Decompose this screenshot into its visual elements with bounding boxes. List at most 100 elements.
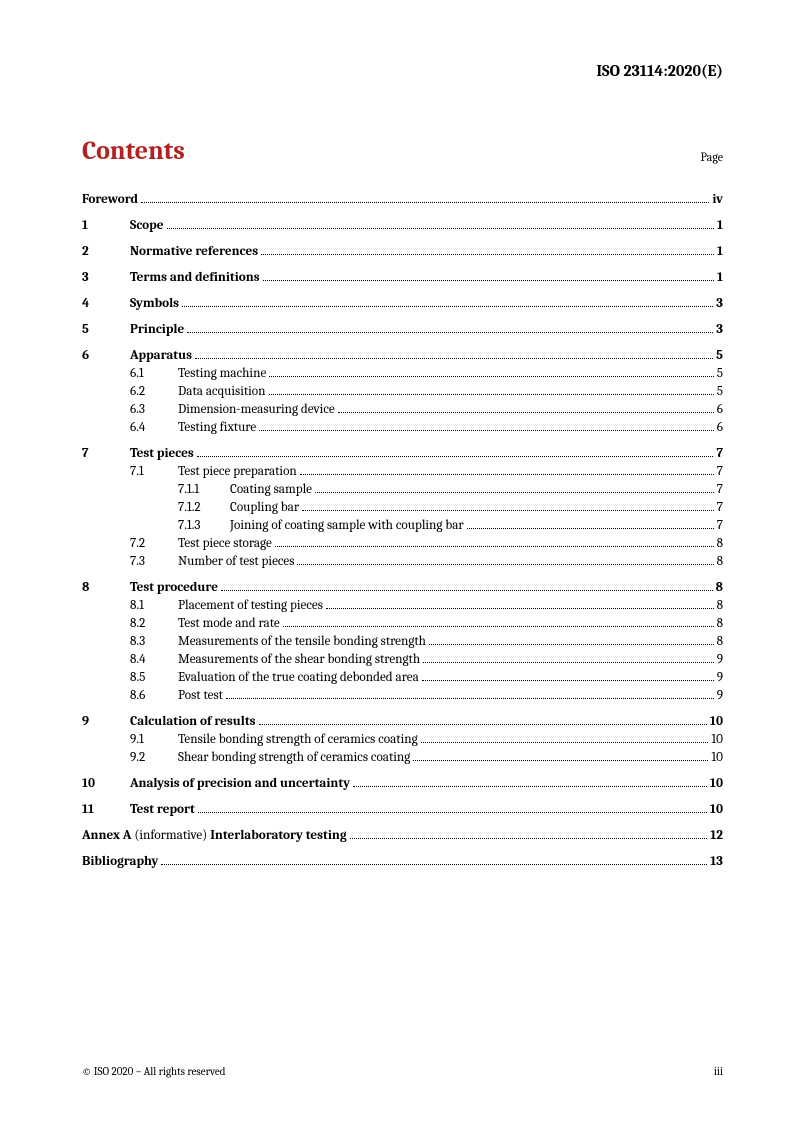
document-id: ISO 23114:2020(E) [82,62,723,80]
toc-group-gap [82,262,723,270]
toc-leader [429,634,714,645]
toc-leader [269,366,713,377]
toc-entry: 8Test procedure8 [82,580,723,597]
toc-number: 8.1 [130,598,178,615]
toc-number: 10 [82,776,130,793]
toc-number: 6.4 [130,420,178,437]
toc-leader [187,322,713,333]
toc-entry: Bibliography13 [82,854,723,871]
toc-title: Apparatus [130,348,192,365]
toc-title: Test mode and rate [178,616,280,633]
toc-number: 7.2 [130,536,178,553]
toc-title: Tensile bonding strength of ceramics coa… [178,732,418,749]
toc-title: Post test [178,688,223,705]
toc-page: 6 [717,420,723,437]
toc-number: 7.3 [130,554,178,571]
toc-leader [182,296,713,307]
toc-entry: 6.1Testing machine5 [82,366,723,383]
toc-group-gap [82,210,723,218]
toc-title: Scope [130,218,164,235]
toc-entry: Annex A (informative) Interlaboratory te… [82,828,723,845]
title-row: Contents Page [82,136,723,166]
toc-leader [226,688,714,699]
toc-leader [261,244,714,255]
toc-entry: 8.5Evaluation of the true coating debond… [82,670,723,687]
toc-entry: 7.1.1Coating sample7 [82,482,723,499]
toc-title: Number of test pieces [178,554,294,571]
toc-number: 7 [82,446,130,463]
toc-number: 8.5 [130,670,178,687]
toc-page: 9 [717,652,723,669]
toc-entry: 7Test pieces7 [82,446,723,463]
toc-page: 8 [717,634,723,651]
toc-page: iv [712,192,723,209]
toc-number: 3 [82,270,130,287]
page-column-label: Page [701,150,723,164]
toc-title: Measurements of the tensile bonding stre… [178,634,426,651]
toc-title: Placement of testing pieces [178,598,323,615]
toc-number: 9.2 [130,750,178,767]
toc-leader [221,580,713,591]
toc-group-gap [82,340,723,348]
toc-leader [315,482,714,493]
toc-number: 6.3 [130,402,178,419]
toc-page: 10 [710,802,723,819]
toc-page: 7 [717,500,723,517]
toc-entry: 9.1Tensile bonding strength of ceramics … [82,732,723,749]
toc-page: 7 [717,518,723,535]
toc-leader [350,828,708,839]
toc-title: Shear bonding strength of ceramics coati… [178,750,410,767]
toc-entry: 5Principle3 [82,322,723,339]
toc-title: Terms and definitions [130,270,260,287]
toc-number: 1 [82,218,130,235]
toc-number: 7.1 [130,464,178,481]
toc-number: 8 [82,580,130,597]
toc-page: 6 [717,402,723,419]
toc-leader [259,714,707,725]
toc-leader [275,536,714,547]
toc-number: 9 [82,714,130,731]
toc-leader [197,446,714,457]
toc-title: Coupling bar [230,500,299,517]
toc-title: Annex A (informative) Interlaboratory te… [82,828,347,845]
toc-page: 7 [717,482,723,499]
toc-page: 8 [717,554,723,571]
toc-page: 3 [716,296,723,313]
toc-page: 5 [717,384,723,401]
toc-page: 5 [717,366,723,383]
toc-number: 11 [82,802,130,819]
toc-number: 7.1.3 [178,518,230,535]
toc-number: 4 [82,296,130,313]
toc-number: 6.2 [130,384,178,401]
toc-entry: 8.6Post test9 [82,688,723,705]
toc-number: 6 [82,348,130,365]
toc-title: Evaluation of the true coating debonded … [178,670,419,687]
toc-leader [422,670,714,681]
toc-entry: 7.1.3Joining of coating sample with coup… [82,518,723,535]
toc-leader [297,554,713,565]
toc-page: 7 [717,464,723,481]
toc-entry: 10Analysis of precision and uncertainty1… [82,776,723,793]
toc-number: 8.2 [130,616,178,633]
toc-leader [167,218,714,229]
toc-group-gap [82,314,723,322]
toc-title: Test piece preparation [178,464,297,481]
contents-heading: Contents [82,136,185,166]
toc-entry: 7.2Test piece storage8 [82,536,723,553]
toc-page: 1 [717,270,723,287]
toc-leader [338,402,714,413]
toc-group-gap [82,438,723,446]
toc-leader [353,776,707,787]
toc-number: 7.1.2 [178,500,230,517]
toc-page: 10 [711,732,723,749]
toc-entry: 11Test report10 [82,802,723,819]
toc-group-gap [82,846,723,854]
toc-group-gap [82,820,723,828]
toc-title: Analysis of precision and uncertainty [130,776,350,793]
toc-leader [198,802,707,813]
toc-title: Testing machine [178,366,266,383]
toc-page: 9 [717,688,723,705]
toc-page: 7 [716,446,723,463]
toc-leader [263,270,714,281]
toc-leader [269,384,714,395]
